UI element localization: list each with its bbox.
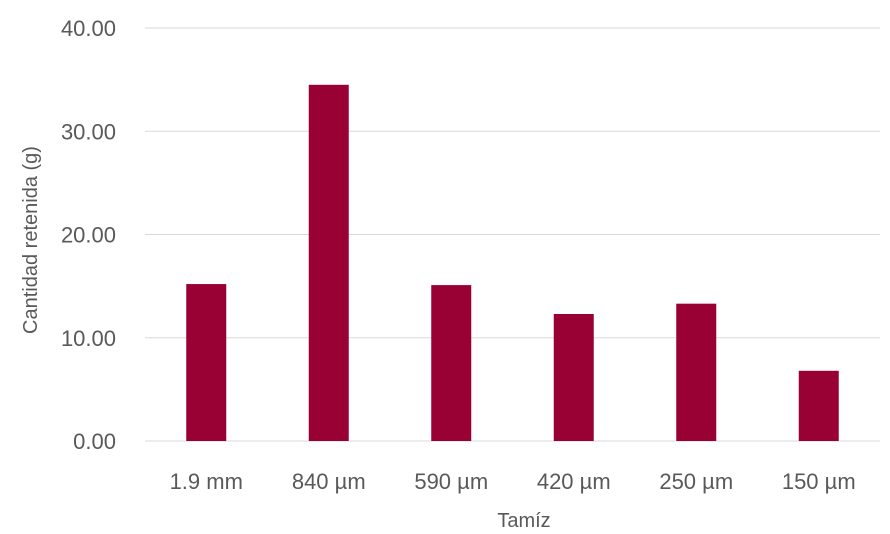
bar [798,370,839,441]
bar [553,314,594,441]
gridlines [145,27,880,442]
y-axis-title: Cantidad retenida (g) [20,146,42,334]
bar [308,84,349,441]
x-tick-labels: 1.9 mm 840 µm 590 µm 420 µm 250 µm 150 µm [170,469,856,494]
x-tick-label: 150 µm [782,469,856,494]
x-tick-label: 840 µm [292,469,366,494]
bar [676,303,717,441]
x-axis-title: Tamíz [497,510,550,532]
x-tick-label: 590 µm [414,469,488,494]
bar [431,285,472,441]
bar [186,284,227,441]
x-tick-label: 250 µm [659,469,733,494]
bars [186,84,839,441]
y-tick-label: 20.00 [61,223,116,248]
y-tick-label: 10.00 [61,326,116,351]
x-tick-label: 420 µm [537,469,611,494]
x-tick-label: 1.9 mm [170,469,243,494]
y-tick-label: 30.00 [61,119,116,144]
y-tick-label: 40.00 [61,16,116,41]
y-tick-label: 0.00 [73,429,116,454]
y-tick-labels: 0.00 10.00 20.00 30.00 40.00 [61,16,116,454]
